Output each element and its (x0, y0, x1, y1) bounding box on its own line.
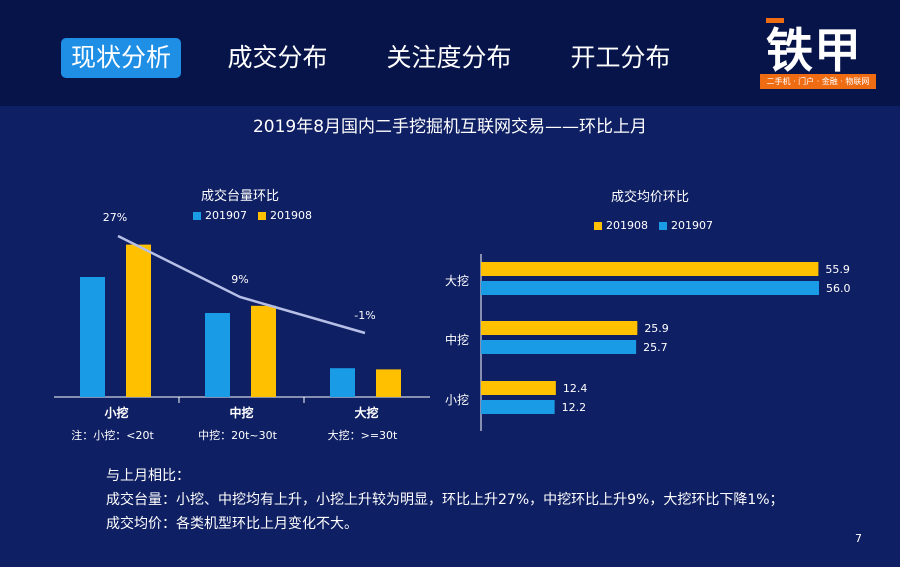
legend-swatch-201907 (659, 221, 667, 230)
legend-label-201908: 201908 (606, 219, 648, 232)
price-chart-title: 成交均价环比 (610, 190, 689, 205)
category-note: 大挖：>=30t (328, 428, 398, 442)
legend-swatch-201907 (193, 211, 201, 220)
data-label: 56.0 (826, 282, 851, 295)
logo-accent-mark (766, 18, 784, 23)
data-label: 12.2 (562, 401, 587, 414)
x-tick-label: 大挖 (354, 405, 378, 420)
legend-swatch-201908 (594, 221, 602, 230)
x-tick-label: 中挖 (229, 405, 253, 420)
tab-attention-distribution[interactable]: 关注度分布 (386, 43, 512, 72)
page-number: 7 (855, 532, 862, 545)
bar-201907-中挖 (205, 313, 230, 397)
category-note: 中挖：20t~30t (198, 428, 278, 442)
category-note: 注：小挖：<20t (71, 428, 154, 442)
summary-text: 与上月相比： 成交台量：小挖、中挖均有上升，小挖上升较为明显，环比上升27%，中… (106, 464, 784, 536)
x-tick-label: 小挖 (104, 405, 128, 420)
summary-line-volume: 成交台量：小挖、中挖均有上升，小挖上升较为明显，环比上升27%，中挖环比上升9%… (106, 492, 784, 508)
brand-logo: 铁甲 (766, 24, 862, 79)
data-label: 25.7 (643, 341, 668, 354)
y-tick-label: 中挖 (445, 332, 469, 347)
legend-label-201907: 201907 (205, 209, 247, 222)
bar-201907-大挖 (330, 368, 355, 397)
tab-transaction-distribution[interactable]: 成交分布 (227, 43, 328, 72)
y-tick-label: 小挖 (445, 392, 469, 407)
summary-heading: 与上月相比： (106, 468, 190, 484)
trend-label: 9% (231, 273, 248, 286)
bar-201907-中挖 (481, 340, 637, 354)
price-chart-legend: 201908 201907 (594, 219, 719, 232)
bar-201907-小挖 (80, 277, 105, 397)
bar-201908-小挖 (126, 244, 151, 397)
brand-tagline: 二手机 · 门户 · 金融 · 物联网 (760, 74, 876, 89)
y-tick-label: 大挖 (445, 273, 469, 288)
legend-swatch-201908 (258, 211, 266, 220)
summary-line-price: 成交均价：各类机型环比上月变化不大。 (106, 516, 358, 532)
tab-operation-distribution[interactable]: 开工分布 (570, 43, 671, 72)
data-label: 12.4 (563, 382, 588, 395)
bar-201908-中挖 (251, 305, 276, 397)
trend-label: 27% (103, 211, 127, 224)
volume-chart-title: 成交台量环比 (200, 189, 279, 204)
legend-label-201907: 201907 (671, 219, 713, 232)
bar-201907-小挖 (481, 400, 555, 414)
data-label: 55.9 (825, 263, 850, 276)
page-title: 2019年8月国内二手挖掘机互联网交易——环比上月 (252, 117, 648, 137)
bar-201908-中挖 (481, 321, 638, 335)
bar-201908-大挖 (376, 369, 401, 397)
bar-201908-小挖 (481, 381, 556, 395)
tab-current-status[interactable]: 现状分析 (61, 38, 181, 78)
bar-201907-大挖 (481, 281, 819, 295)
data-label: 25.9 (644, 322, 669, 335)
volume-chart-legend: 201907 201908 (193, 209, 318, 222)
legend-label-201908: 201908 (270, 209, 312, 222)
bar-201908-大挖 (481, 262, 819, 276)
trend-line (117, 234, 366, 335)
trend-label: -1% (354, 309, 375, 322)
